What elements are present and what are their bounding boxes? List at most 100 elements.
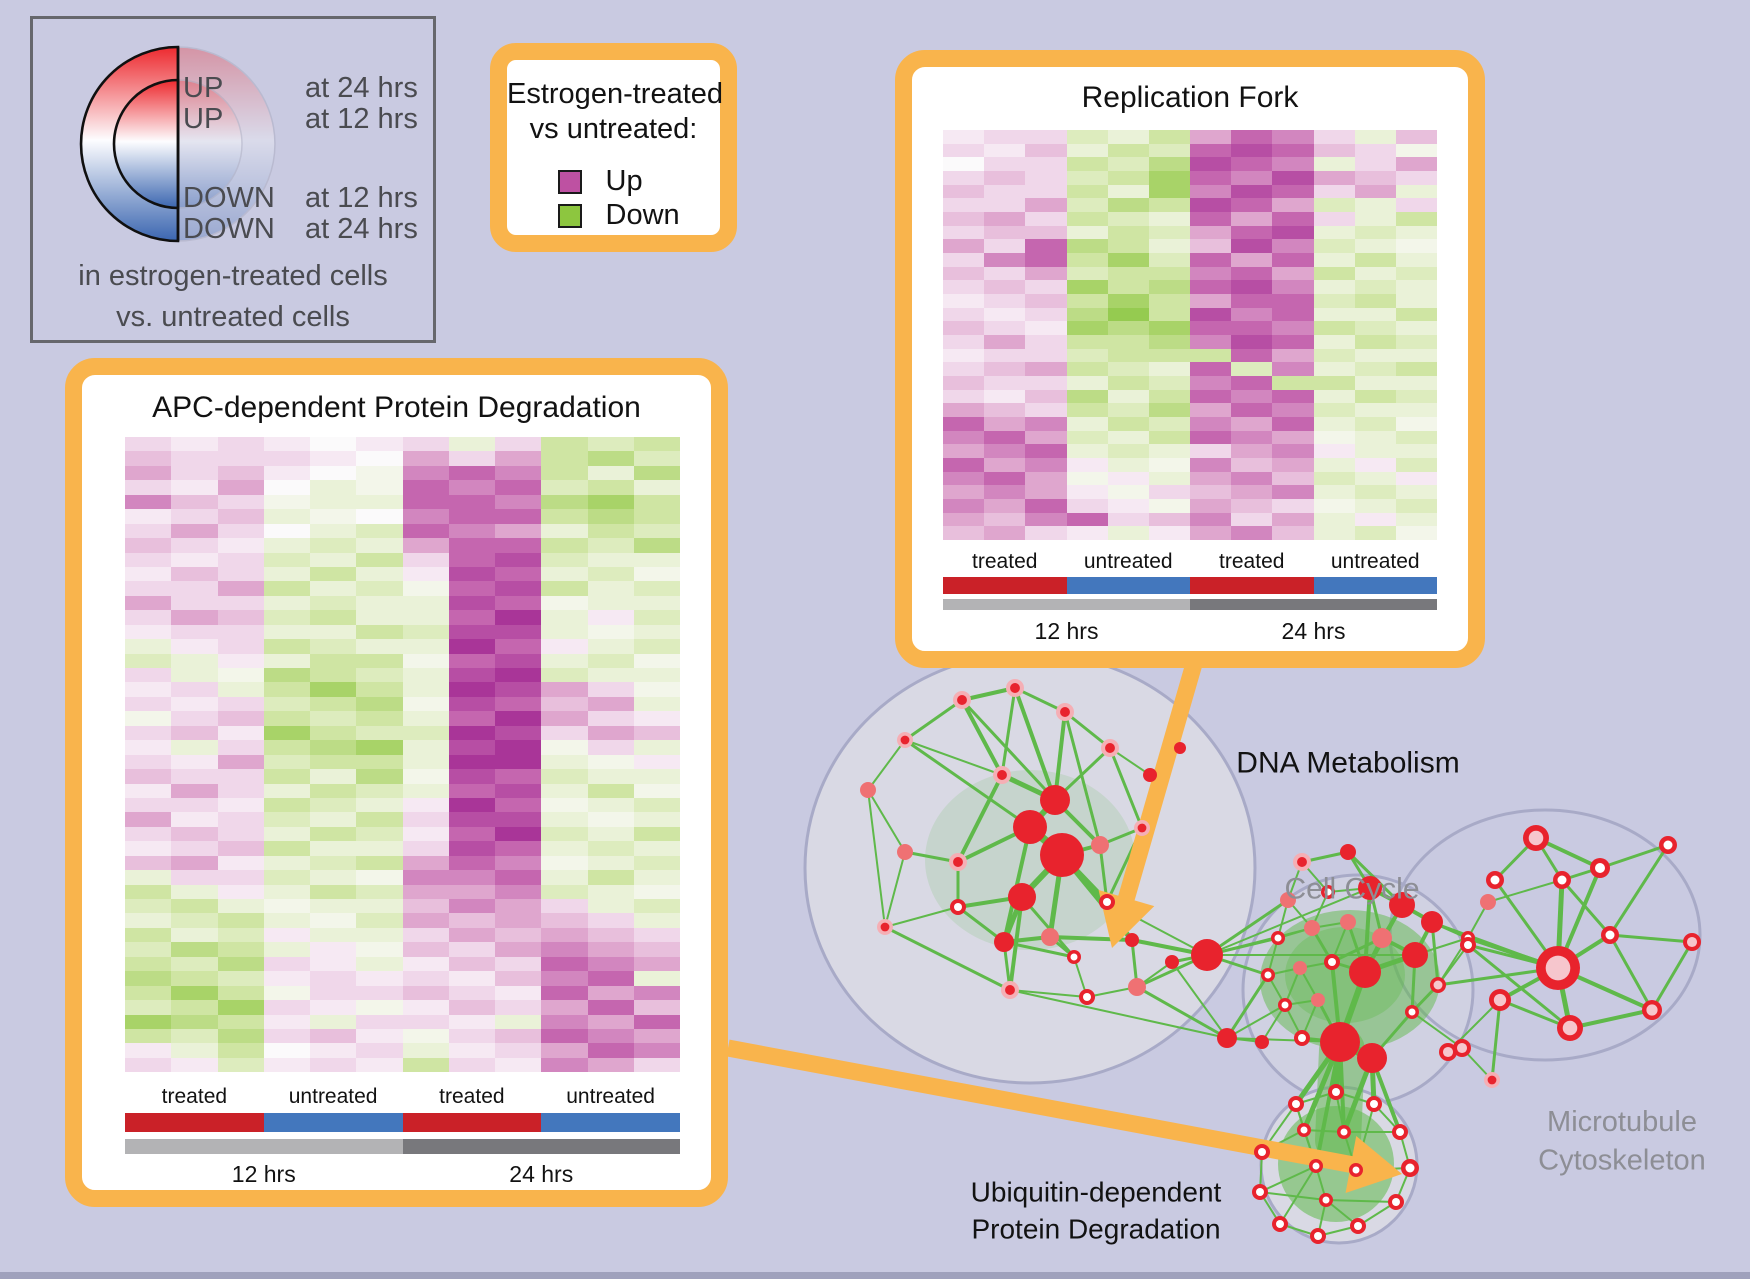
heatmap-cell [171, 841, 218, 856]
heatmap-cell [1395, 130, 1438, 144]
heatmap-cell [587, 653, 634, 668]
heatmap-cell [356, 610, 403, 625]
ring-row-word-2: DOWN [183, 182, 275, 214]
heatmap-row [125, 1014, 680, 1029]
network-edge [1314, 1041, 1342, 1167]
heatmap-row [125, 899, 680, 914]
network-node-ring-center [1256, 1188, 1264, 1196]
heatmap-cell [310, 971, 357, 986]
ring-row-time-1: at 12 hrs [305, 103, 418, 135]
heatmap-cell [1066, 307, 1108, 322]
heatmap-cell [1107, 403, 1149, 418]
heatmap-row [125, 971, 680, 986]
network-node-halo-core [1105, 743, 1115, 753]
heatmap-cell [1066, 362, 1108, 377]
heatmap-cell [448, 566, 495, 582]
arrow-apc-to-ubiquitin-shaft [726, 1039, 1357, 1174]
heatmap-cell [587, 942, 634, 957]
heatmap-cell [1231, 389, 1273, 404]
heatmap-cell [1190, 266, 1232, 281]
heatmap-cell [171, 942, 218, 957]
heatmap-cell [448, 552, 495, 567]
heatmap-cell [1148, 512, 1191, 527]
network-edge [1063, 711, 1102, 846]
heatmap-cell [217, 581, 264, 596]
updown-ring-diagram [79, 45, 276, 243]
network-node-solid [1402, 942, 1428, 968]
network-edge [904, 738, 1031, 829]
heatmap-cell [310, 610, 357, 625]
heatmap-cell [1025, 403, 1067, 418]
heatmap-cell [943, 225, 985, 240]
heatmap-row [125, 624, 680, 640]
heatmap-cell [263, 956, 310, 972]
heatmap-cell [1148, 184, 1191, 199]
heatmap-cell [1066, 212, 1108, 226]
heatmap-cell [310, 870, 357, 885]
network-edge [1599, 843, 1669, 870]
heatmap-cell [541, 509, 588, 524]
network-edge [1014, 686, 1066, 714]
heatmap-cell [943, 485, 985, 500]
heatmap-cell [1313, 444, 1355, 459]
heatmap-cell [171, 725, 218, 741]
heatmap-row [943, 266, 1438, 281]
heatmap-cell [402, 927, 449, 943]
heatmap-cell [1148, 266, 1191, 281]
heatmap-cell [217, 465, 264, 481]
heatmap-cell [1107, 321, 1149, 336]
network-edge [960, 698, 1057, 802]
heatmap-cell [1025, 335, 1067, 349]
heatmap-cell [310, 797, 357, 813]
heatmap-cell [1148, 171, 1191, 185]
heatmap-cell [310, 725, 357, 741]
heatmap-cell [495, 956, 542, 972]
heatmap-cell [587, 740, 634, 755]
network-edge [1487, 879, 1563, 903]
heatmap-cell [217, 899, 264, 914]
heatmap-cell [171, 1057, 218, 1073]
heatmap-cell [448, 1000, 495, 1015]
heatmap-cell [448, 668, 495, 683]
heatmap-cell [633, 552, 680, 567]
heatmap-cell [356, 783, 403, 798]
heatmap-cell [587, 725, 634, 741]
heatmap-cell [1231, 417, 1273, 431]
network-node-ring-center [1490, 875, 1500, 885]
heatmap-cell [587, 884, 634, 899]
heatmap-cell [541, 523, 588, 539]
heatmap-cell [217, 913, 264, 928]
heatmap-cell [1148, 348, 1191, 363]
heatmap-cell [402, 523, 449, 539]
heatmap-cell [1066, 471, 1108, 486]
heatmap-cell [1354, 253, 1396, 267]
heatmap-cell [1272, 157, 1314, 172]
heatmap-cell [587, 581, 634, 596]
heatmap-cell [943, 157, 985, 172]
heatmap-cell [1025, 294, 1067, 308]
network-node-ring-center [1464, 941, 1472, 949]
heatmap-cell [495, 942, 542, 957]
heatmap-cell [171, 696, 218, 712]
heatmap-cell [1395, 294, 1438, 308]
heatmap-cell [587, 855, 634, 871]
heatmap-row [125, 740, 680, 755]
untreated-bar [1066, 577, 1190, 594]
heatmap-cell [448, 783, 495, 798]
heatmap-cell [1148, 239, 1191, 254]
heatmap-cell [448, 682, 495, 697]
group-label: untreated [566, 1085, 655, 1108]
heatmap-cell [356, 797, 403, 813]
heatmap-cell [1190, 335, 1232, 349]
heatmap-cell [356, 451, 403, 466]
apc-time-labels: 12 hrs 24 hrs [125, 1161, 680, 1188]
network-node-salmon [1280, 892, 1296, 908]
heatmap-cell [1148, 499, 1191, 513]
heatmap-cell [125, 581, 172, 596]
heatmap-cell [984, 184, 1026, 199]
heatmap-row [125, 1000, 680, 1015]
heatmap-cell [1107, 335, 1149, 349]
heatmap-cell [633, 595, 680, 611]
heatmap-cell [448, 1014, 495, 1029]
heatmap-cell [1066, 499, 1108, 513]
